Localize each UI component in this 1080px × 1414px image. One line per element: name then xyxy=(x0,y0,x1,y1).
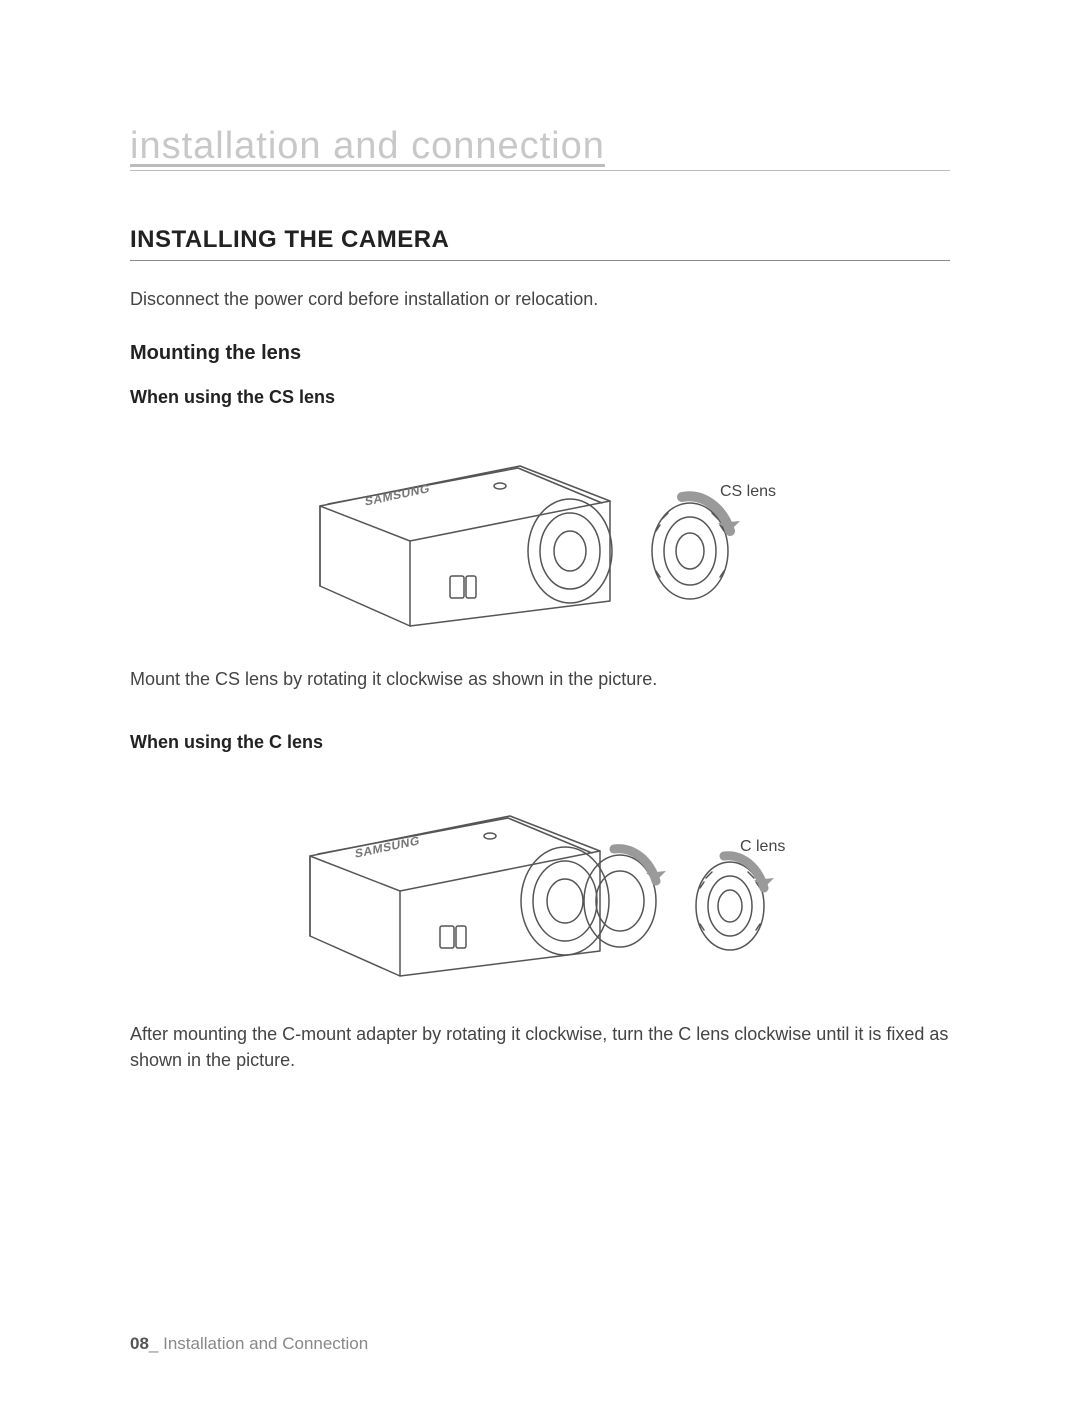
cs-body-text: Mount the CS lens by rotating it clockwi… xyxy=(130,666,950,692)
footer-separator: _ xyxy=(149,1334,158,1353)
footer-label: Installation and Connection xyxy=(163,1334,368,1353)
section-title: INSTALLING THE CAMERA xyxy=(130,226,950,261)
intro-text: Disconnect the power cord before install… xyxy=(130,289,950,310)
cs-lens-label: CS lens xyxy=(720,483,776,500)
cs-figure: SAMSUNG CS le xyxy=(130,426,950,636)
c-body-text: After mounting the C-mount adapter by ro… xyxy=(130,1021,950,1073)
c-figure: SAMSUNG C lens xyxy=(130,771,950,991)
page-footer: 08_ Installation and Connection xyxy=(130,1334,368,1354)
c-heading: When using the C lens xyxy=(130,732,950,753)
sub-heading: Mounting the lens xyxy=(130,342,950,365)
camera-c-lens-illustration: SAMSUNG C lens xyxy=(270,771,810,991)
cs-heading: When using the CS lens xyxy=(130,387,950,408)
camera-cs-lens-illustration: SAMSUNG CS le xyxy=(270,426,810,636)
page: installation and connection INSTALLING T… xyxy=(0,0,1080,1414)
page-number: 08 xyxy=(130,1334,149,1353)
chapter-title: installation and connection xyxy=(130,125,950,171)
c-lens-label: C lens xyxy=(740,838,785,855)
